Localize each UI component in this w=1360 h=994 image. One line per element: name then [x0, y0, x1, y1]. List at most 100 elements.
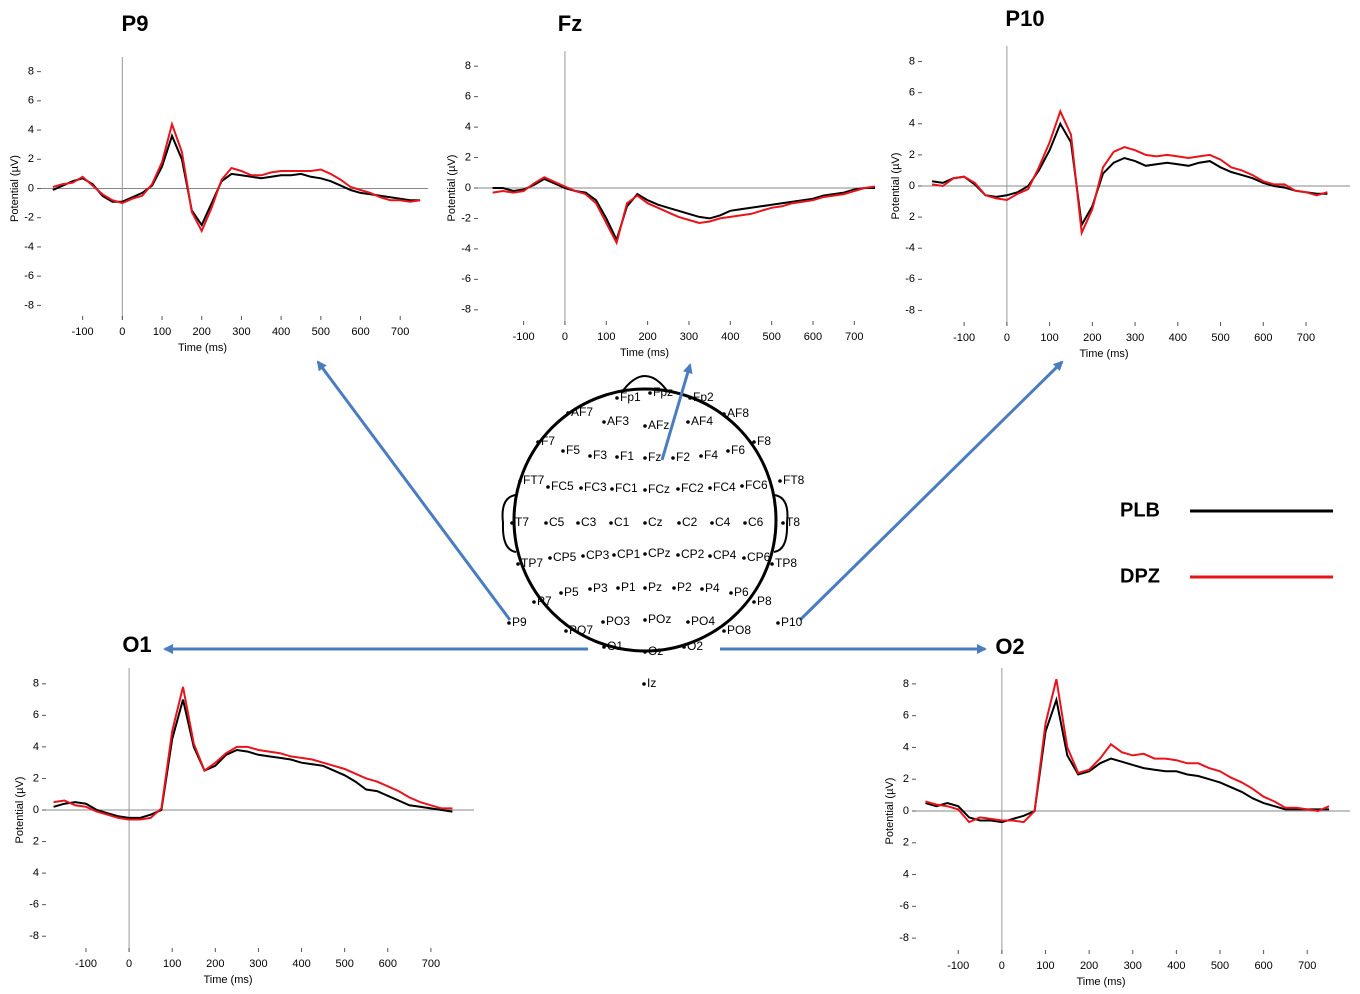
electrode-label: C1 — [614, 515, 630, 529]
y-tick-label: 6 — [909, 87, 915, 99]
electrode-label: CP2 — [681, 547, 705, 561]
x-tick-label: 200 — [206, 958, 224, 970]
y-tick-label: 0 — [465, 182, 471, 194]
y-tick-label: 2 — [903, 837, 909, 849]
x-tick-label: 700 — [391, 326, 409, 338]
y-tick-label: 2 — [903, 773, 909, 785]
electrode-dot — [740, 484, 744, 488]
electrode-dot — [643, 586, 647, 590]
electrode-label: FT7 — [523, 473, 545, 487]
x-tick-label: 700 — [1298, 960, 1316, 972]
chart-panel: P9 8 6 4 2 0 -2 -4 -6 -8 -100 0 100 200 300 400 500 600 70… — [9, 11, 428, 354]
y-tick-label: 4 — [33, 867, 39, 879]
x-tick-label: -100 — [947, 960, 969, 972]
x-tick-label: 500 — [1211, 960, 1229, 972]
x-tick-label: 0 — [126, 958, 132, 970]
electrode-dot — [710, 521, 714, 525]
electrode-label: F3 — [593, 448, 607, 462]
electrode-dot — [686, 420, 690, 424]
electrode-label: AF3 — [607, 414, 629, 428]
x-tick-label: 0 — [562, 331, 568, 343]
x-tick-label: 400 — [1169, 332, 1187, 344]
x-tick-label: -100 — [953, 332, 975, 344]
x-tick-label: 600 — [351, 326, 369, 338]
electrode-dot — [676, 487, 680, 491]
y-tick-label: 0 — [28, 182, 34, 194]
electrode-label: P8 — [757, 594, 772, 608]
erp-line — [492, 176, 876, 246]
x-tick-label: 600 — [1254, 332, 1272, 344]
electrode-dot — [643, 650, 647, 654]
electrode-label: FC4 — [713, 480, 736, 494]
y-tick-label: -6 — [899, 900, 909, 912]
electrode-label: CP5 — [553, 550, 577, 564]
y-tick-label: 2 — [909, 211, 915, 223]
electrode-label: FC2 — [681, 481, 704, 495]
electrode-dot — [648, 391, 652, 395]
electrode-dot — [642, 682, 646, 686]
x-tick-label: 200 — [1080, 960, 1098, 972]
y-tick-label: -8 — [29, 930, 39, 942]
electrode-label: P3 — [593, 581, 608, 595]
electrode-dot — [672, 586, 676, 590]
electrode-dot — [588, 454, 592, 458]
x-tick-label: -100 — [75, 958, 97, 970]
electrode-map: Fp1 Fpz Fp2 AF7 AF3 AFz AF4 AF8 F7 F5 F3 F1 Fz F2 F4 F6… — [507, 385, 805, 690]
electrode-label: PO3 — [606, 614, 630, 628]
electrode-dot — [643, 488, 647, 492]
x-tick-label: 600 — [1254, 960, 1272, 972]
y-tick-label: 8 — [33, 678, 39, 690]
y-tick-label: 4 — [465, 121, 471, 133]
x-tick-label: 100 — [163, 958, 181, 970]
y-tick-label: 8 — [28, 66, 34, 78]
electrode-dot — [722, 412, 726, 416]
x-tick-label: 200 — [1083, 332, 1101, 344]
y-tick-label: 4 — [903, 741, 909, 753]
chart-panel: Fz 8 6 4 2 0 -2 -4 -6 -8 -100 0 100 200 300 400 500 600 70… — [446, 11, 876, 359]
x-tick-label: 600 — [804, 331, 822, 343]
electrode-dot — [676, 553, 680, 557]
electrode-dot — [708, 486, 712, 490]
y-tick-label: -8 — [461, 304, 471, 316]
electrode-dot — [602, 645, 606, 649]
electrode-dot — [643, 618, 647, 622]
electrode-dot — [601, 620, 605, 624]
x-tick-label: 700 — [845, 331, 863, 343]
electrode-label: AF4 — [691, 414, 713, 428]
chart-title: O2 — [995, 634, 1024, 659]
electrode-label: P4 — [705, 581, 720, 595]
chart-title: Fz — [558, 11, 582, 36]
y-tick-label: 2 — [909, 149, 915, 161]
x-axis-label: Time (ms) — [203, 974, 252, 986]
electrode-dot — [722, 629, 726, 633]
erp-line — [931, 108, 1328, 237]
legend-label: PLB — [1120, 499, 1160, 521]
x-tick-label: 300 — [1126, 332, 1144, 344]
y-tick-label: -6 — [461, 273, 471, 285]
electrode-dot — [742, 556, 746, 560]
electrode-dot — [576, 521, 580, 525]
electrode-dot — [559, 591, 563, 595]
erp-line — [53, 699, 453, 819]
y-tick-label: 6 — [28, 95, 34, 107]
chart-title: P10 — [1005, 6, 1044, 31]
chart-title: O1 — [122, 632, 151, 657]
electrode-label: POz — [648, 612, 671, 626]
chart-panel: O2 8 6 4 2 0 2 4 -6 -8 -100 0 100 200 300 400 500 600 700 T… — [884, 634, 1350, 988]
erp-line — [492, 177, 875, 243]
electrode-label: FC3 — [584, 480, 607, 494]
x-tick-label: 400 — [272, 326, 290, 338]
electrode-dot — [518, 479, 522, 483]
x-tick-label: 500 — [312, 326, 330, 338]
y-tick-label: -2 — [461, 212, 471, 224]
y-tick-label: 4 — [903, 868, 909, 880]
electrode-dot — [752, 600, 756, 604]
y-tick-label: -6 — [29, 899, 39, 911]
electrode-label: C5 — [549, 515, 565, 529]
electrode-dot — [561, 449, 565, 453]
electrode-dot — [616, 586, 620, 590]
electrode-label: FT8 — [783, 473, 805, 487]
electrode-dot — [579, 486, 583, 490]
